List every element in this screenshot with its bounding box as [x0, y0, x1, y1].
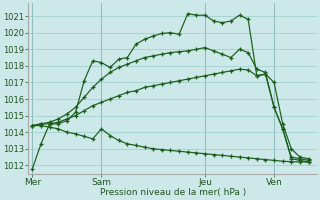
X-axis label: Pression niveau de la mer( hPa ): Pression niveau de la mer( hPa )	[100, 188, 246, 197]
